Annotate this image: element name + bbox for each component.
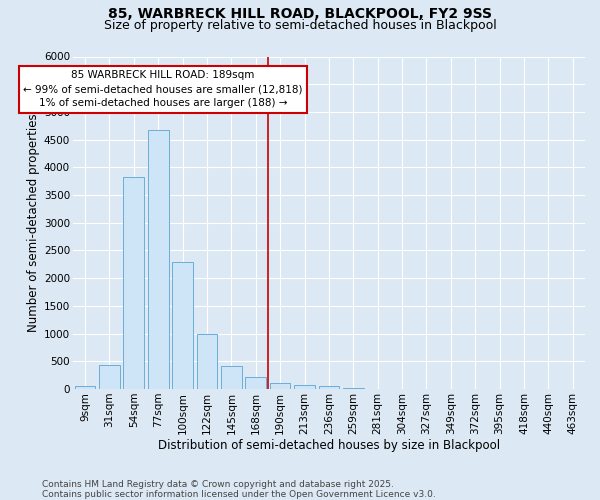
Bar: [99, 364, 120, 389]
Bar: [270, 384, 290, 389]
Bar: [124, 178, 144, 389]
Bar: [245, 377, 266, 389]
Bar: [172, 262, 193, 389]
Text: 85 WARBRECK HILL ROAD: 189sqm
← 99% of semi-detached houses are smaller (12,818): 85 WARBRECK HILL ROAD: 189sqm ← 99% of s…: [23, 70, 303, 108]
Bar: [197, 334, 217, 389]
X-axis label: Distribution of semi-detached houses by size in Blackpool: Distribution of semi-detached houses by …: [158, 440, 500, 452]
Bar: [343, 388, 364, 389]
Bar: [319, 386, 339, 389]
Y-axis label: Number of semi-detached properties: Number of semi-detached properties: [26, 114, 40, 332]
Bar: [74, 386, 95, 389]
Bar: [221, 366, 242, 389]
Bar: [148, 130, 169, 389]
Bar: [294, 385, 315, 389]
Text: Contains HM Land Registry data © Crown copyright and database right 2025.
Contai: Contains HM Land Registry data © Crown c…: [42, 480, 436, 499]
Text: Size of property relative to semi-detached houses in Blackpool: Size of property relative to semi-detach…: [104, 19, 496, 32]
Text: 85, WARBRECK HILL ROAD, BLACKPOOL, FY2 9SS: 85, WARBRECK HILL ROAD, BLACKPOOL, FY2 9…: [108, 8, 492, 22]
